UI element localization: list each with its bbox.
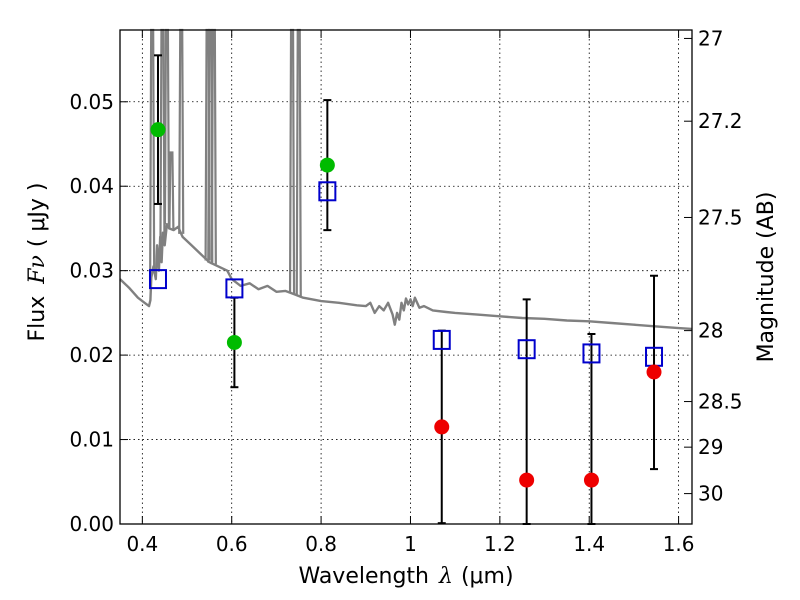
model-spectrum — [119, 28, 693, 331]
spectrum-emission-line — [288, 28, 296, 294]
x-tick-label: 1.4 — [573, 532, 605, 556]
y2-tick-label: 30 — [698, 482, 723, 506]
nondetection-point — [646, 364, 662, 380]
y-tick-label: 0.00 — [69, 512, 114, 536]
model-band-marker — [582, 343, 601, 364]
spectrum-emission-line — [295, 28, 302, 297]
y-axis-symbol: Fν — [25, 255, 50, 285]
spectrum-continuum — [119, 223, 693, 331]
y2-tick-label: 27.5 — [698, 205, 743, 229]
detection-point — [319, 157, 335, 173]
ticks — [120, 30, 692, 525]
model-band-marker — [318, 181, 337, 202]
nondetection-point — [434, 419, 450, 435]
x-axis-symbol: λ — [438, 564, 453, 589]
plot-frame — [119, 29, 693, 525]
y-tick-label: 0.03 — [69, 259, 114, 283]
nondetection-point — [583, 472, 599, 488]
y2-axis-label: Magnitude (AB) — [754, 192, 779, 363]
y-axis-unit: ( μJy ) — [25, 182, 50, 247]
y-tick-label: 0.01 — [69, 428, 114, 452]
y-tick-label: 0.04 — [69, 174, 114, 198]
error-bars — [153, 54, 659, 525]
detection-point — [150, 122, 166, 138]
y2-tick-label: 29 — [698, 435, 723, 459]
model-band-marker — [517, 339, 536, 360]
model-band-marker — [432, 329, 451, 350]
x-axis-label: Wavelength λ (μm) — [298, 564, 513, 589]
y2-tick-label: 27.2 — [698, 109, 743, 133]
data-markers — [148, 122, 664, 488]
spectrum-emission-line — [168, 151, 175, 230]
spectrum-emission-line — [178, 28, 185, 234]
y2-tick-label: 28 — [698, 319, 723, 343]
x-tick-label: 1.6 — [663, 532, 695, 556]
detection-point — [226, 334, 242, 350]
x-axis-unit: (μm) — [461, 564, 514, 589]
y2-tick-label: 27 — [698, 26, 723, 50]
x-tick-label: 0.4 — [126, 532, 158, 556]
y-axis-label-text: Flux — [25, 296, 50, 342]
x-axis-label-text: Wavelength — [298, 564, 429, 589]
model-band-marker — [225, 278, 244, 299]
spectrum-emission-line — [163, 28, 171, 225]
model-band-marker — [148, 269, 167, 290]
x-tick-label: 1 — [404, 532, 417, 556]
x-tick-label: 0.6 — [216, 532, 248, 556]
nondetection-point — [519, 472, 535, 488]
tick-labels: 0.4 0.6 0.8 1 1.2 1.4 1.6 0.00 0.01 0.02 0.03 0.04 0… — [69, 26, 742, 556]
y-tick-label: 0.05 — [69, 90, 114, 114]
spectrum-emission-line — [149, 28, 156, 274]
x-tick-label: 1.2 — [484, 532, 516, 556]
spectrum-emission-line — [210, 28, 217, 265]
y-tick-label: 0.02 — [69, 343, 114, 367]
y2-tick-label: 28.5 — [698, 390, 743, 414]
x-tick-label: 0.8 — [305, 532, 337, 556]
y-axis-label: Flux Fν ( μJy ) — [25, 182, 50, 341]
